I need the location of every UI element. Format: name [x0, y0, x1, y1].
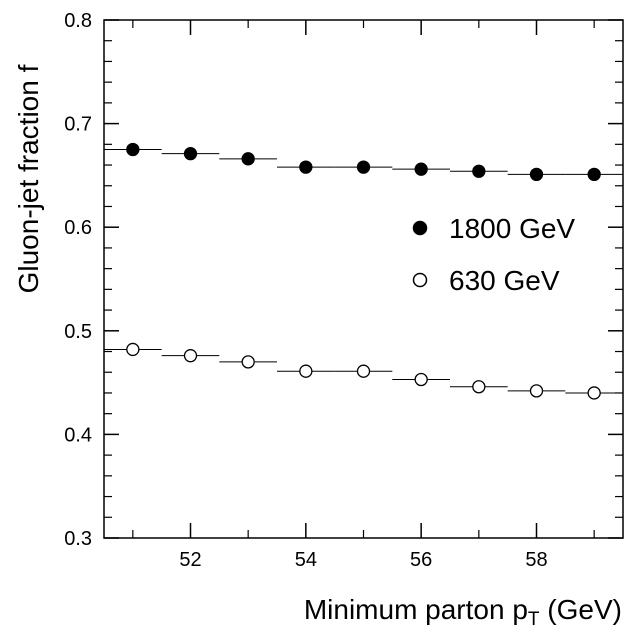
y-tick-label: 0.8 [64, 10, 92, 32]
x-axis-title-main: Minimum parton p [304, 594, 528, 625]
y-tick-label: 0.4 [64, 424, 92, 446]
data-point-series-1 [587, 386, 601, 400]
x-axis-title-suffix: (GeV) [540, 594, 622, 625]
legend-label-1800: 1800 GeV [449, 213, 575, 244]
x-tick-label: 56 [410, 549, 432, 571]
data-point-series-1 [356, 364, 371, 378]
data-point-series-1 [183, 349, 198, 363]
data-point-series-0 [414, 162, 428, 176]
legend-marker-630 [412, 272, 428, 288]
data-point-series-0 [587, 167, 601, 182]
data-point-series-0 [241, 152, 255, 166]
x-axis-title: Minimum parton pT (GeV) [304, 594, 622, 629]
legend-marker-1800 [412, 220, 428, 236]
data-point-series-0 [529, 167, 544, 182]
data-point-series-1 [126, 342, 140, 357]
data-point-series-1 [241, 355, 255, 369]
data-point-series-0 [472, 164, 486, 178]
x-axis-title-subscript: T [528, 609, 540, 629]
data-point-series-1 [472, 380, 486, 394]
data-point-series-0 [356, 160, 371, 174]
y-tick-label: 0.3 [64, 528, 92, 550]
legend-label-630: 630 GeV [449, 265, 560, 296]
x-tick-label: 54 [295, 549, 317, 571]
y-tick-label: 0.5 [64, 321, 92, 343]
x-axis-ticks: 52 54 56 58 [132, 20, 595, 571]
y-tick-label: 0.6 [64, 217, 92, 239]
data-point-series-0 [126, 142, 140, 157]
data-point-series-1 [414, 372, 428, 387]
data-point-series-0 [299, 160, 313, 174]
y-axis-title: Gluon-jet fraction f [13, 64, 44, 293]
data-point-series-1 [529, 384, 544, 398]
y-tick-label: 0.7 [64, 114, 92, 136]
y-axis-ticks: 0.3 0.4 0.5 0.6 0.7 0.8 [64, 10, 623, 550]
data-point-series-0 [183, 146, 198, 161]
x-tick-label: 52 [179, 549, 201, 571]
data-point-series-1 [299, 364, 313, 378]
data-points [126, 142, 601, 400]
x-tick-label: 58 [525, 549, 547, 571]
legend: 1800 GeV 630 GeV [412, 213, 575, 296]
